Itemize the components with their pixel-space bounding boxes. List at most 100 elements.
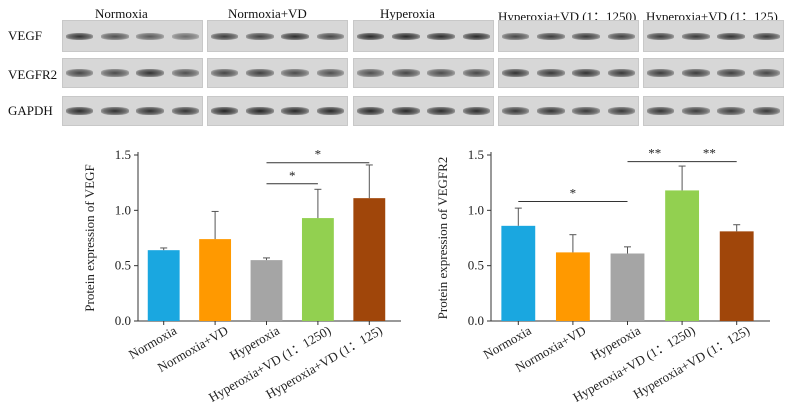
blot-band bbox=[171, 107, 200, 115]
blot-band bbox=[752, 69, 781, 77]
blot-band bbox=[65, 107, 94, 115]
vegfr2-significance-label: ** bbox=[703, 146, 716, 161]
blot-band bbox=[717, 107, 745, 115]
blot-band bbox=[752, 32, 781, 40]
vegfr2-y-tick-label: 1.5 bbox=[468, 147, 484, 162]
blot-band bbox=[210, 32, 239, 40]
vegf-y-tick-label: 0.5 bbox=[115, 258, 131, 273]
blot-panel-vegf-3 bbox=[353, 20, 494, 52]
vegfr2-bar bbox=[665, 190, 700, 321]
blot-band bbox=[101, 32, 129, 40]
vegf-y-tick-label: 0.0 bbox=[115, 313, 131, 328]
blot-band bbox=[462, 69, 491, 77]
blot-band bbox=[752, 107, 781, 115]
blot-panel-gapdh-3 bbox=[353, 96, 494, 126]
vegfr2-bar bbox=[610, 253, 645, 321]
blot-band bbox=[171, 69, 200, 77]
vegfr2-significance-label: * bbox=[570, 185, 577, 200]
blot-band bbox=[572, 32, 600, 40]
blot-band bbox=[717, 69, 745, 77]
vegf-bar bbox=[250, 260, 283, 321]
blot-band bbox=[501, 32, 530, 40]
blot-band bbox=[682, 32, 710, 40]
vegf-y-axis-label: Protein expression of VEGF bbox=[82, 164, 97, 311]
blot-band bbox=[646, 69, 675, 77]
blot-band bbox=[246, 69, 274, 77]
vegf-y-tick-label: 1.0 bbox=[115, 202, 131, 217]
blot-band bbox=[501, 107, 530, 115]
blot-panel-gapdh-5 bbox=[643, 96, 784, 126]
vegfr2-bar bbox=[501, 225, 536, 321]
blot-band bbox=[462, 32, 491, 40]
blot-panel-vegfr2-5 bbox=[643, 58, 784, 88]
blot-panel-gapdh-1 bbox=[62, 96, 203, 126]
blot-band bbox=[392, 107, 420, 115]
blot-band bbox=[316, 32, 345, 40]
blot-band bbox=[427, 107, 455, 115]
blot-header-hyperoxia: Hyperoxia bbox=[380, 6, 435, 21]
blot-band bbox=[65, 69, 94, 77]
blot-band bbox=[607, 32, 636, 40]
blot-band bbox=[682, 107, 710, 115]
blot-band bbox=[246, 107, 274, 115]
blot-band bbox=[682, 69, 710, 77]
blot-panel-gapdh-2 bbox=[207, 96, 348, 126]
vegfr2-y-tick-label: 0.5 bbox=[468, 258, 484, 273]
blot-band bbox=[210, 107, 239, 115]
blot-band bbox=[356, 69, 385, 77]
blot-band bbox=[607, 107, 636, 115]
blot-band bbox=[501, 69, 530, 77]
vegf-bar bbox=[353, 198, 386, 321]
blot-band bbox=[646, 107, 675, 115]
blot-panel-vegf-1 bbox=[62, 20, 203, 52]
blot-panel-vegfr2-4 bbox=[498, 58, 639, 88]
vegfr2-y-tick-label: 0.0 bbox=[468, 313, 484, 328]
blot-band bbox=[537, 69, 565, 77]
blot-panel-vegfr2-3 bbox=[353, 58, 494, 88]
blot-band bbox=[537, 107, 565, 115]
blot-band bbox=[356, 32, 385, 40]
blot-row-label-vegf: VEGF bbox=[8, 28, 42, 43]
blot-panel-vegfr2-2 bbox=[207, 58, 348, 88]
blot-band bbox=[136, 69, 164, 77]
blot-panel-vegf-4 bbox=[498, 20, 639, 52]
vegf-bar bbox=[147, 250, 180, 321]
blot-band bbox=[717, 32, 745, 40]
blot-band bbox=[101, 107, 129, 115]
blot-band bbox=[427, 32, 455, 40]
blot-band bbox=[462, 107, 491, 115]
blot-header-normoxia-vd: Normoxia+VD bbox=[228, 6, 307, 21]
blot-band bbox=[246, 32, 274, 40]
blot-panel-vegf-2 bbox=[207, 20, 348, 52]
blot-band bbox=[392, 69, 420, 77]
blot-band bbox=[281, 69, 309, 77]
vegf-bar bbox=[199, 239, 232, 321]
blot-row-label-gapdh: GAPDH bbox=[8, 103, 53, 118]
blot-band bbox=[646, 32, 675, 40]
blot-band bbox=[101, 69, 129, 77]
vegfr2-bar bbox=[719, 231, 754, 321]
vegfr2-bar bbox=[555, 252, 590, 321]
blot-row-label-vegfr2: VEGFR2 bbox=[8, 67, 58, 82]
vegfr2-significance-label: ** bbox=[648, 146, 661, 161]
blot-band bbox=[136, 107, 164, 115]
blot-band bbox=[607, 69, 636, 77]
blot-band bbox=[210, 69, 239, 77]
blot-header-normoxia: Normoxia bbox=[95, 6, 148, 21]
vegfr2-y-tick-label: 1.0 bbox=[468, 202, 484, 217]
blot-band bbox=[392, 32, 420, 40]
blot-band bbox=[537, 32, 565, 40]
blot-panel-vegfr2-1 bbox=[62, 58, 203, 88]
blot-band bbox=[316, 107, 345, 115]
blot-band bbox=[171, 32, 200, 40]
blot-panel-vegf-5 bbox=[643, 20, 784, 52]
blot-band bbox=[356, 107, 385, 115]
blot-band bbox=[65, 32, 94, 40]
vegf-bar bbox=[301, 218, 334, 321]
vegf-y-tick-label: 1.5 bbox=[115, 147, 131, 162]
blot-band bbox=[427, 69, 455, 77]
vegf-significance-label: * bbox=[289, 168, 296, 183]
